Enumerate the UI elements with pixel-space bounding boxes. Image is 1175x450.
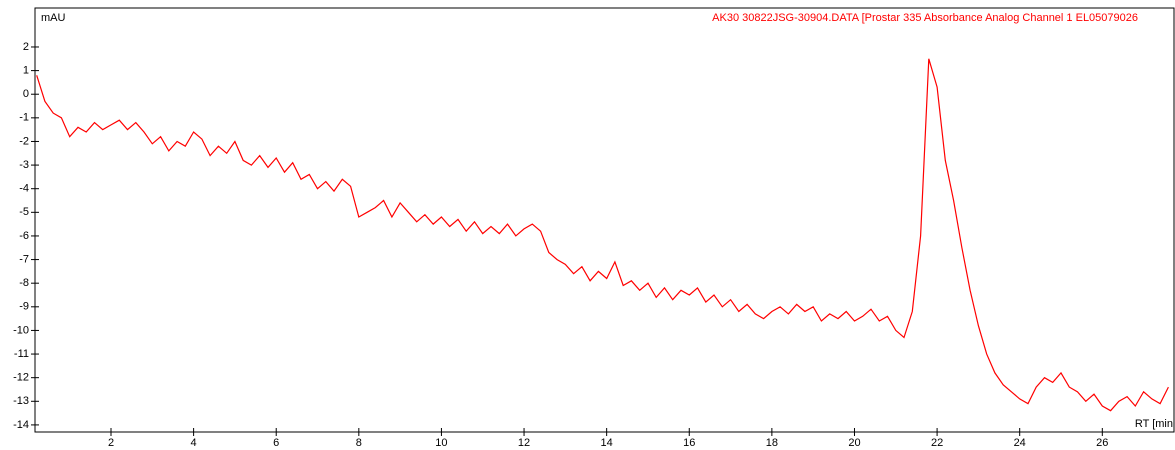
y-tick-label: -4 [19,183,29,195]
y-axis-label: mAU [41,12,66,24]
x-tick-label: 26 [1096,437,1108,449]
x-tick-label: 4 [191,437,197,449]
x-tick-label: 2 [108,437,114,449]
x-tick-label: 22 [931,437,943,449]
y-tick-label: -3 [19,159,29,171]
plot-frame [34,7,1175,433]
y-tick-label: 2 [23,41,29,53]
x-tick-label: 14 [601,437,613,449]
y-tick-label: -11 [14,348,29,360]
y-tick-label: -1 [19,112,29,124]
y-tick-label: -8 [19,277,29,289]
x-tick-label: 20 [848,437,860,449]
y-tick-label: -10 [13,324,29,336]
y-tick-label: -9 [19,301,29,313]
x-tick-label: 24 [1014,437,1026,449]
chromatogram-line [36,58,1169,412]
y-tick-label: 1 [23,65,29,77]
y-tick-label: 0 [23,88,29,100]
y-tick-label: -13 [13,395,29,407]
x-tick-label: 18 [766,437,778,449]
y-tick-label: -6 [19,230,29,242]
y-tick-label: -14 [13,419,29,431]
x-tick-label: 6 [273,437,279,449]
x-tick-label: 10 [435,437,447,449]
y-tick-label: -12 [13,372,29,384]
legend-entry: AK30 30822JSG-30904.DATA [Prostar 335 Ab… [712,12,1138,24]
x-tick-label: 12 [518,437,530,449]
x-tick-label: 8 [356,437,362,449]
x-axis-label: RT [min [1135,418,1173,430]
y-tick-label: -2 [19,135,29,147]
y-tick-label: -7 [19,253,29,265]
x-tick-label: 16 [683,437,695,449]
y-tick-label: -5 [19,206,29,218]
